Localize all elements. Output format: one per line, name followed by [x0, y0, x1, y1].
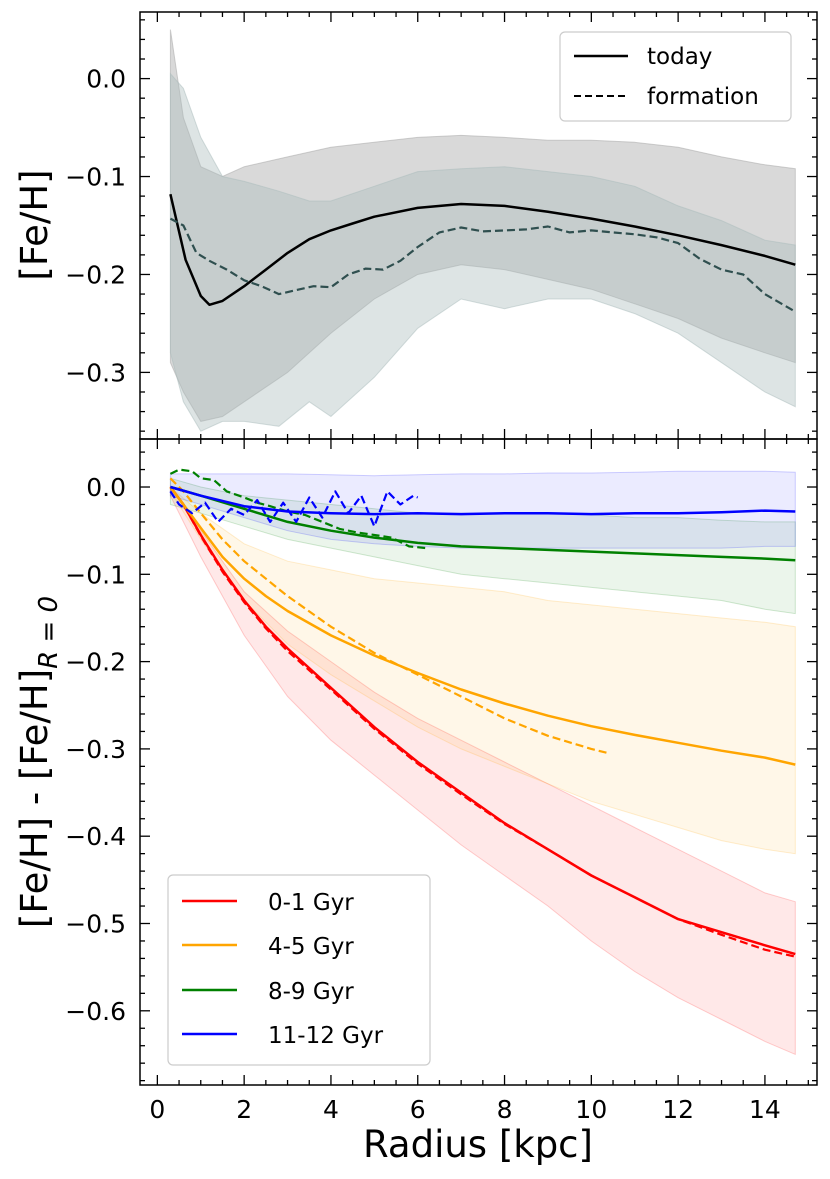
series-line-8-9-gyr-formation [169, 468, 427, 550]
bottom-panel-ylabel-subscript: R = 0 [34, 596, 64, 669]
bottom-panel-ticks: 0.0 −0.1 −0.2 −0.3 −0.4 −0.5 −0.6 0 2 4 6 8 10 12 14 [65, 439, 817, 1124]
top-panel-bands [169, 29, 796, 432]
series-line-11-12-gyr [170, 485, 796, 516]
series-line-4-5-gyr [169, 486, 796, 766]
bottom-legend: 0-1 Gyr 4-5 Gyr 8-9 Gyr 11-12 Gyr [167, 874, 431, 1066]
bottom-legend-label-11-12-gyr: 11-12 Gyr [268, 1023, 384, 1049]
y-tick-label: 0.0 [86, 473, 126, 502]
y-tick-label: −0.5 [65, 910, 126, 939]
bottom-panel-ylabel: [Fe/H] - [Fe/H]R = 0 [13, 596, 64, 928]
top-panel: 0.0 −0.1 −0.2 −0.3 [Fe/H] today formation [13, 11, 818, 440]
band-0-1 [169, 72, 796, 432]
x-tick-label: 10 [575, 1095, 607, 1124]
x-tick-label: 0 [149, 1095, 165, 1124]
x-tick-label: 14 [749, 1095, 781, 1124]
y-tick-label: −0.2 [65, 648, 126, 677]
y-tick-label: 0.0 [86, 65, 126, 94]
series-line-8-9-gyr [170, 485, 796, 562]
band-1-0 [169, 485, 796, 1056]
x-tick-label: 4 [323, 1095, 339, 1124]
top-legend-label-formation: formation [647, 84, 759, 110]
top-legend-box [559, 31, 792, 122]
y-tick-label: −0.1 [65, 560, 126, 589]
bottom-legend-label-8-9-gyr: 8-9 Gyr [268, 979, 354, 1005]
y-tick-label: −0.3 [65, 358, 126, 387]
top-panel-ylabel: [Fe/H] [13, 169, 56, 280]
y-tick-label: −0.3 [65, 735, 126, 764]
y-tick-label: −0.2 [65, 260, 126, 289]
x-tick-label: 8 [497, 1095, 513, 1124]
series-line-11-12-gyr-formation [169, 490, 419, 528]
x-tick-label: 6 [410, 1095, 426, 1124]
bottom-legend-box [167, 874, 431, 1066]
y-tick-label: −0.1 [65, 163, 126, 192]
bottom-legend-label-4-5-gyr: 4-5 Gyr [268, 934, 354, 960]
top-legend-label-today: today [647, 44, 712, 70]
series-line-formation [169, 217, 796, 313]
x-tick-label: 2 [236, 1095, 252, 1124]
top-panel-ticks: 0.0 −0.1 −0.2 −0.3 [65, 12, 817, 439]
bottom-panel-xlabel: Radius [kpc] [363, 1123, 593, 1166]
y-tick-label: −0.6 [65, 997, 126, 1026]
series-line-0-1-gyr-formation [169, 486, 796, 958]
bottom-panel-frame [139, 438, 818, 1086]
top-legend: today formation [559, 31, 792, 122]
x-tick-label: 12 [662, 1095, 694, 1124]
bottom-panel: 0.0 −0.1 −0.2 −0.3 −0.4 −0.5 −0.6 0 2 4 6 8 10 12 14 [… [13, 438, 818, 1166]
bottom-legend-label-0-1-gyr: 0-1 Gyr [268, 890, 354, 916]
bottom-panel-lines [169, 468, 796, 958]
top-panel-lines [169, 193, 796, 313]
bottom-panel-ylabel-main: [Fe/H] - [Fe/H] [13, 669, 56, 928]
series-line-4-5-gyr-formation [169, 477, 609, 755]
series-line-today [169, 193, 796, 307]
y-tick-label: −0.4 [65, 822, 126, 851]
band-1-1 [169, 485, 796, 855]
